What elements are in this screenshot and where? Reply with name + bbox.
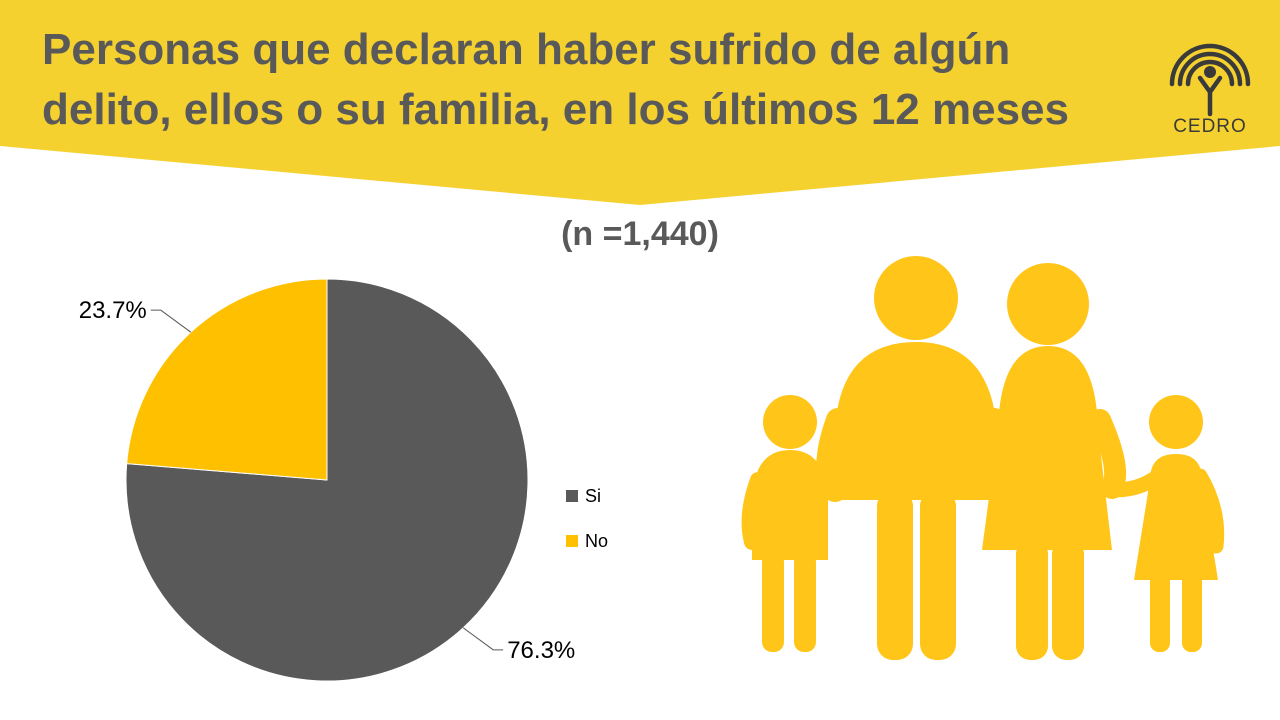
data-labels: 76.3% 23.7% — [79, 297, 576, 664]
pie-chart: 76.3% 23.7% Si No — [79, 278, 608, 682]
legend-swatch-no — [566, 535, 578, 547]
data-label-no: 23.7% — [79, 297, 147, 324]
pie-slice-no — [126, 278, 328, 481]
leader-line-no — [150, 309, 192, 333]
title-line-2: delito, ellos o su familia, en los últim… — [42, 85, 1069, 134]
pie-slices — [125, 278, 529, 682]
leader-lines — [150, 309, 504, 651]
legend-label-no: No — [585, 531, 608, 551]
cedro-logo-icon — [1169, 43, 1251, 117]
legend-swatch-si — [566, 490, 578, 502]
logo-text: CEDRO — [1173, 116, 1247, 137]
header-banner — [0, 0, 1280, 205]
leader-line-si — [462, 627, 504, 651]
legend-label-si: Si — [585, 486, 601, 506]
page-title: Personas que declaran haber sufrido de a… — [42, 20, 1142, 140]
sample-size-label: (n =1,440) — [561, 215, 719, 253]
data-label-si: 76.3% — [507, 637, 575, 664]
title-line-1: Personas que declaran haber sufrido de a… — [42, 25, 1011, 74]
chart-legend: Si No — [566, 486, 608, 551]
family-icon — [741, 256, 1225, 660]
